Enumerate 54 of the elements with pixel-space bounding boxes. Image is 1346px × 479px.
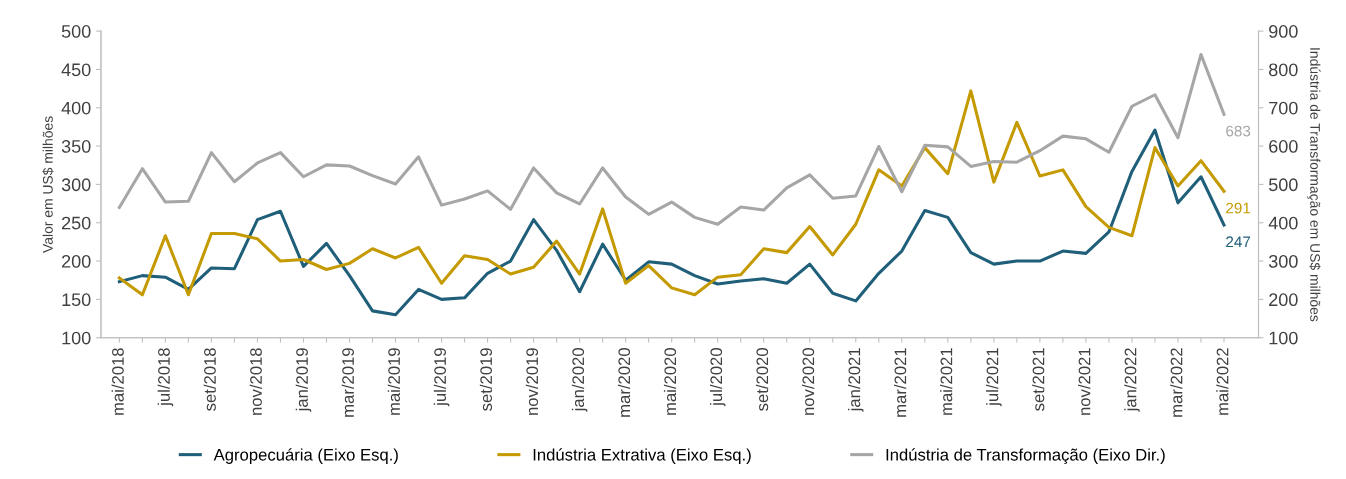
x-tick-label: jan/2022 [1124,348,1140,412]
x-tick-label: mar/2022 [1170,348,1183,417]
x-tick-label: nov/2018 [249,348,262,415]
y2-tick-label: 900 [1269,25,1298,38]
line-series [117,89,1226,297]
y2-tick-label: 400 [1268,216,1298,230]
y-tick-label: 300 [61,178,91,192]
y2-tick-label: 200 [1269,293,1298,307]
x-tick-label: set/2018 [203,348,216,411]
y2-tick-label: 700 [1269,101,1298,115]
line-series [117,128,1226,317]
legend-label: Indústria de Transformação (Eixo Dir.) [886,448,1165,464]
x-tick-label: set/2021 [1032,348,1045,411]
y-tick-label: 350 [61,140,91,153]
x-tick-label: set/2019 [479,348,493,411]
y2-axis-title: Indústria de Transformação em US$ milhões [1307,48,1321,322]
x-tick-label: mai/2019 [387,348,400,415]
x-tick-label: mar/2019 [341,348,354,417]
y-tick-label: 400 [61,101,91,115]
x-tick-label: jan/2021 [848,348,864,412]
line-series [117,52,1226,226]
x-tick-label: set/2020 [755,348,769,411]
x-tick-label: mar/2021 [894,348,907,417]
x-tick-label: jul/2021 [986,348,1002,407]
x-tick-label: mai/2022 [1216,348,1229,415]
x-tick-label: jul/2019 [433,348,450,407]
x-tick-label: mai/2020 [663,348,677,415]
y-tick-label: 200 [62,254,91,268]
x-tick-label: nov/2021 [1078,348,1091,415]
y2-tick-label: 500 [1268,178,1298,192]
y2-tick-label: 600 [1269,140,1298,153]
y-tick-label: 500 [61,25,91,38]
y-axis-title: Valor em US$ milhões [42,116,54,253]
y2-tick-label: 800 [1269,63,1298,77]
x-tick-label: nov/2020 [801,348,815,415]
y-tick-label: 250 [62,216,91,230]
x-tick-label: nov/2019 [525,348,539,415]
x-tick-label: jan/2020 [571,348,588,412]
legend-label: Indústria Extrativa (Eixo Esq.) [533,448,751,464]
x-tick-label: jan/2019 [295,348,312,412]
x-tick-label: mar/2020 [617,348,631,417]
legend-label: Agropecuária (Eixo Esq.) [213,448,398,464]
y2-tick-label: 300 [1268,254,1298,268]
y-tick-label: 100 [62,331,91,345]
y2-tick-label: 100 [1269,331,1298,345]
x-tick-label: jul/2020 [709,348,726,407]
x-tick-label: mai/2021 [940,348,953,415]
data-label: 247 [1226,236,1251,248]
data-label: 683 [1226,125,1251,137]
y-tick-label: 450 [61,63,91,77]
x-tick-label: mai/2018 [111,348,124,415]
x-tick-label: jul/2018 [157,348,174,407]
data-label: 291 [1226,202,1251,214]
y-tick-label: 150 [62,293,91,307]
